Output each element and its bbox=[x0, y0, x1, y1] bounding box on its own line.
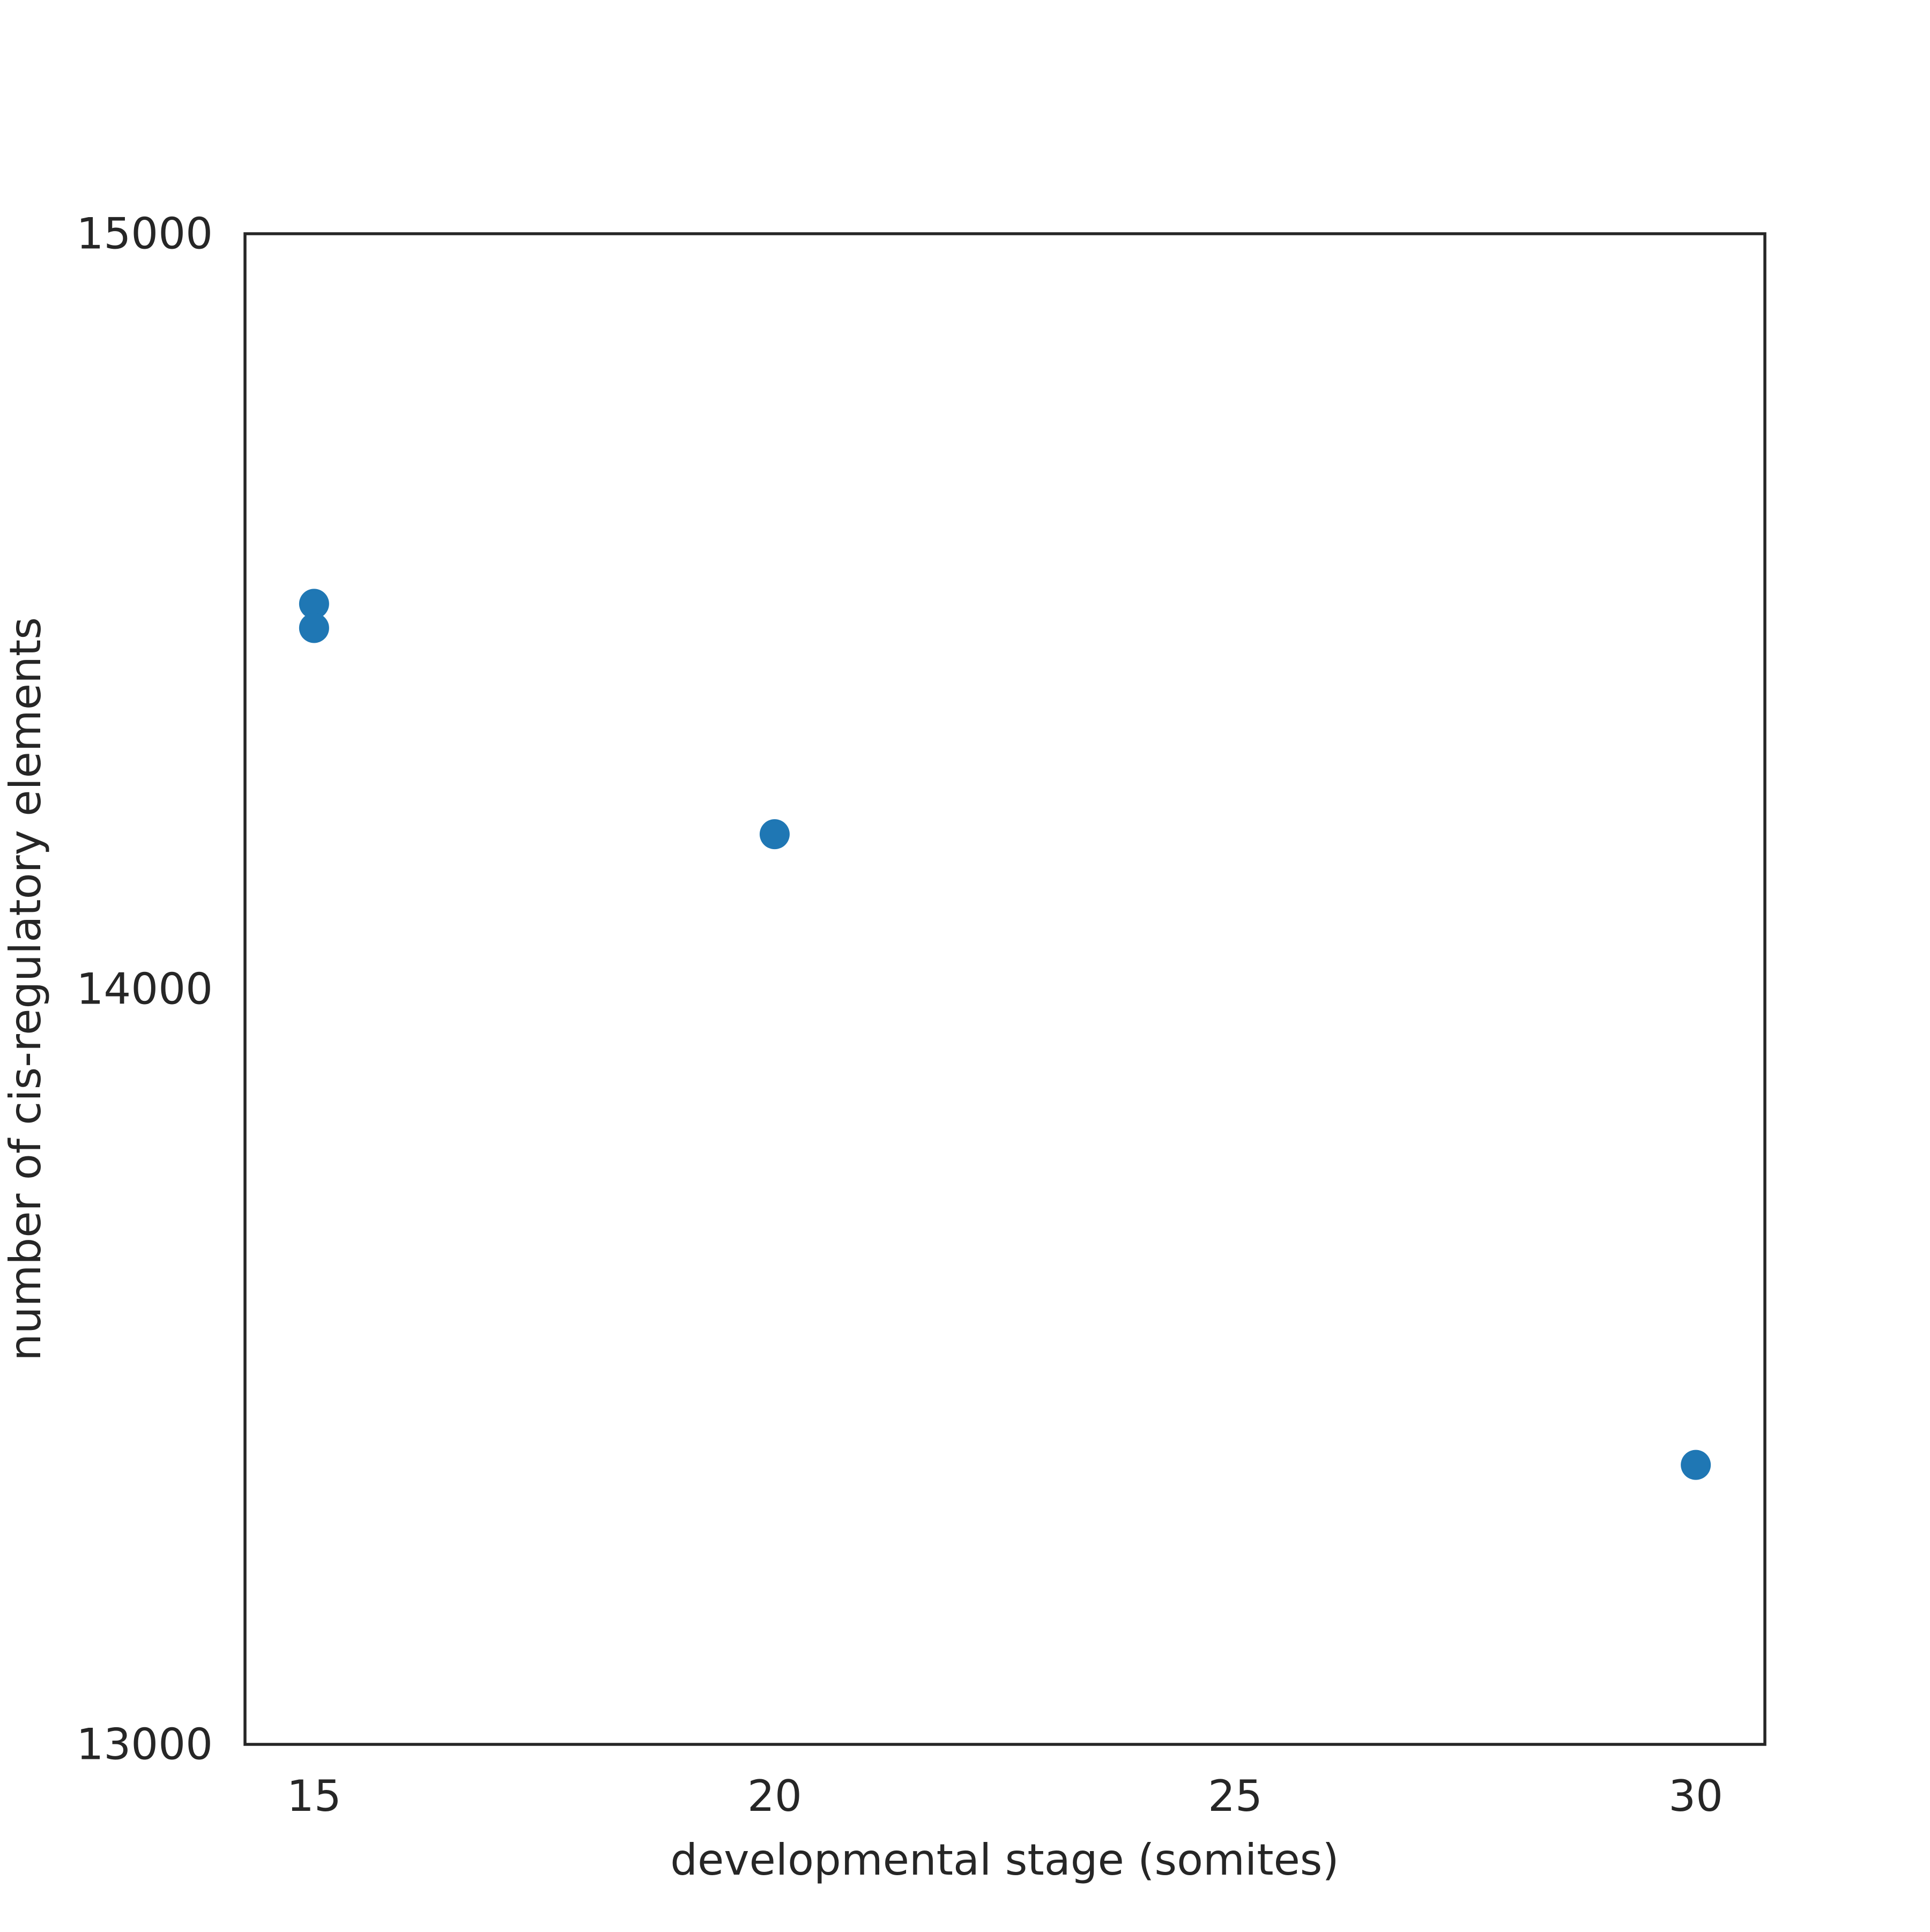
y-tick-label-13000: 13000 bbox=[77, 1720, 213, 1770]
x-tick-label-30: 30 bbox=[1668, 1771, 1723, 1821]
y-axis-label: number of cis-regulatory elements bbox=[1, 617, 50, 1361]
data-point-0-1 bbox=[299, 613, 329, 643]
plot-frame bbox=[243, 232, 1766, 1746]
y-axis-ticks: 13000 14000 15000 bbox=[77, 209, 213, 1770]
x-tick-label-20: 20 bbox=[747, 1771, 802, 1821]
x-tick-label-15: 15 bbox=[287, 1771, 342, 1821]
y-tick-label-15000: 15000 bbox=[77, 209, 213, 259]
data-point-0-3 bbox=[1681, 1450, 1711, 1480]
x-axis-label: developmental stage (somites) bbox=[670, 1835, 1339, 1885]
data-point-0-0 bbox=[299, 589, 329, 619]
data-point-0-2 bbox=[759, 819, 790, 850]
x-axis-ticks: 15 20 25 30 bbox=[287, 1771, 1723, 1821]
marks-layer bbox=[299, 589, 1711, 1480]
y-tick-label-14000: 14000 bbox=[77, 964, 213, 1014]
x-tick-label-25: 25 bbox=[1208, 1771, 1263, 1821]
